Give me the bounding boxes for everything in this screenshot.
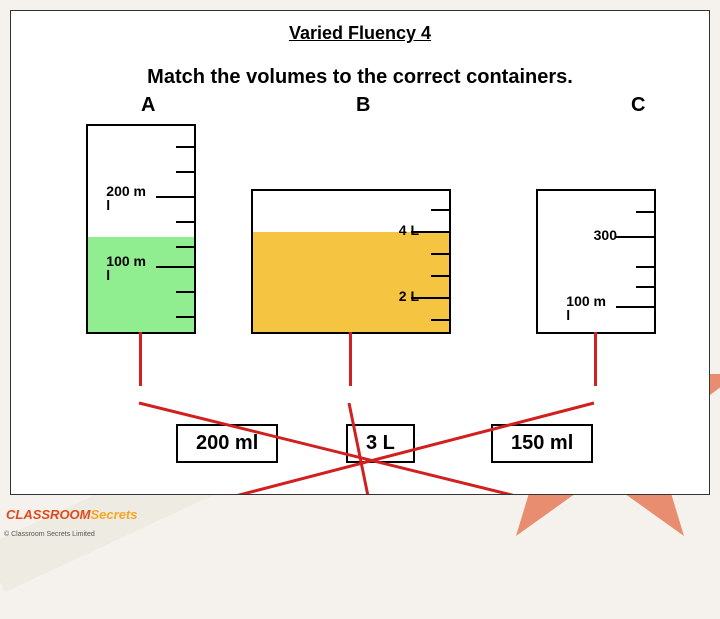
liquid-fill xyxy=(253,232,449,332)
tick-minor xyxy=(431,253,451,255)
tick-minor xyxy=(431,209,451,211)
answer-box-3[interactable]: 150 ml xyxy=(491,424,593,463)
tick-minor xyxy=(431,319,451,321)
slide-frame: Varied Fluency 4 Match the volumes to th… xyxy=(10,10,710,495)
tick-minor xyxy=(176,146,196,148)
tick-minor xyxy=(176,171,196,173)
tick-minor xyxy=(431,275,451,277)
tick-minor xyxy=(636,266,656,268)
tick-minor xyxy=(636,286,656,288)
answer-box-2[interactable]: 3 L xyxy=(346,424,415,463)
match-stem-b xyxy=(349,332,352,386)
tick-major xyxy=(156,196,196,198)
tick-major xyxy=(156,266,196,268)
page-title: Varied Fluency 4 xyxy=(11,23,709,44)
container-c: 300 100 ml xyxy=(536,189,656,334)
brand-logo: CLASSROOMSecrets xyxy=(6,507,137,522)
scale-label: 4 L xyxy=(399,223,419,237)
tick-minor xyxy=(176,291,196,293)
scale-label: 300 xyxy=(594,228,617,242)
label-b: B xyxy=(356,94,370,117)
match-stem-a xyxy=(139,332,142,386)
tick-major xyxy=(616,236,656,238)
tick-minor xyxy=(176,316,196,318)
scale-label: 100 ml xyxy=(106,254,146,282)
container-a: 200 ml 100 ml xyxy=(86,124,196,334)
scale-label: 2 L xyxy=(399,289,419,303)
tick-major xyxy=(616,306,656,308)
label-c: C xyxy=(631,94,645,117)
label-a: A xyxy=(141,94,155,117)
answer-box-1[interactable]: 200 ml xyxy=(176,424,278,463)
tick-minor xyxy=(176,221,196,223)
copyright-text: © Classroom Secrets Limited xyxy=(4,531,95,538)
instruction-text: Match the volumes to the correct contain… xyxy=(11,66,709,89)
containers-area: A B C 200 ml 100 ml 4 L 2 L 300 100 ml xyxy=(11,94,709,364)
container-b: 4 L 2 L xyxy=(251,189,451,334)
match-stem-c xyxy=(594,332,597,386)
tick-minor xyxy=(176,246,196,248)
scale-label: 200 ml xyxy=(106,184,146,212)
scale-label: 100 ml xyxy=(566,294,606,322)
tick-minor xyxy=(636,211,656,213)
